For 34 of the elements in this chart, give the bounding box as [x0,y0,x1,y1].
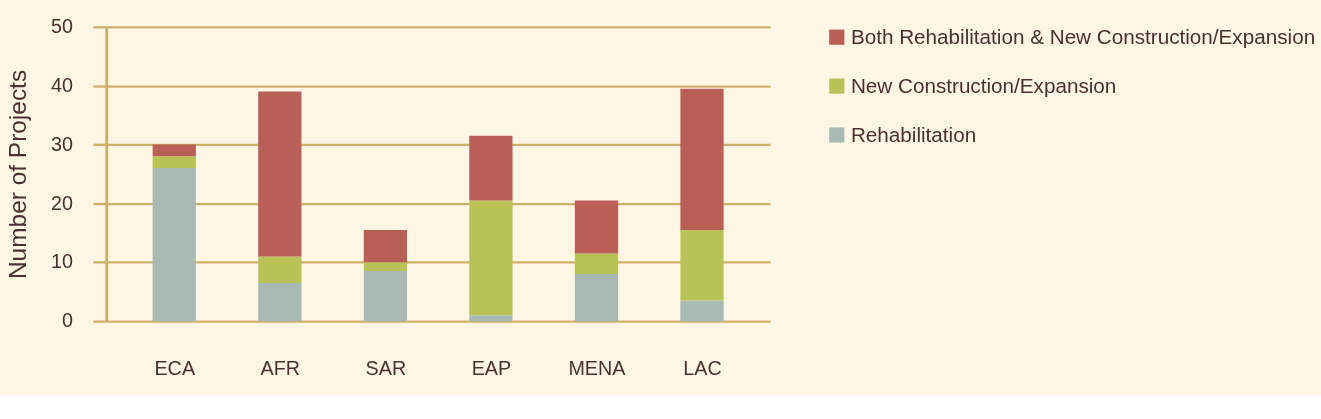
bar [363,229,407,263]
bar [258,91,302,257]
bar [469,200,513,316]
bar [574,253,619,275]
bar [680,88,724,230]
bar [152,144,196,157]
bar [258,282,302,322]
x-tick-label: LAC [683,357,722,380]
bar [363,271,407,322]
legend-label: Both Rehabilitation & New Construction/Expansion [850,24,1316,48]
x-tick-label: ECA [154,357,196,380]
y-tick-label: 0 [61,309,73,332]
y-tick-label: 10 [50,250,73,273]
bar [152,156,196,169]
bar [680,300,724,322]
x-tick-label: AFR [260,357,301,380]
bar [152,168,196,322]
y-tick-label: 50 [50,14,73,37]
legend-label: New Construction/Expansion [850,73,1117,97]
bar [680,229,724,301]
y-axis-title: Number of Projects [3,69,31,280]
y-tick-label: 20 [50,191,73,214]
bar [363,262,407,272]
legend-label: Rehabilitation [850,122,977,146]
x-tick-label: EAP [471,357,512,380]
y-tick-label: 40 [50,73,73,96]
bar [574,200,619,254]
x-tick-label: SAR [365,357,407,380]
bar [469,315,513,322]
bar [574,274,619,322]
x-tick-label: MENA [568,357,627,380]
y-tick-label: 30 [50,132,73,155]
bar [258,256,302,283]
bar [469,135,513,201]
